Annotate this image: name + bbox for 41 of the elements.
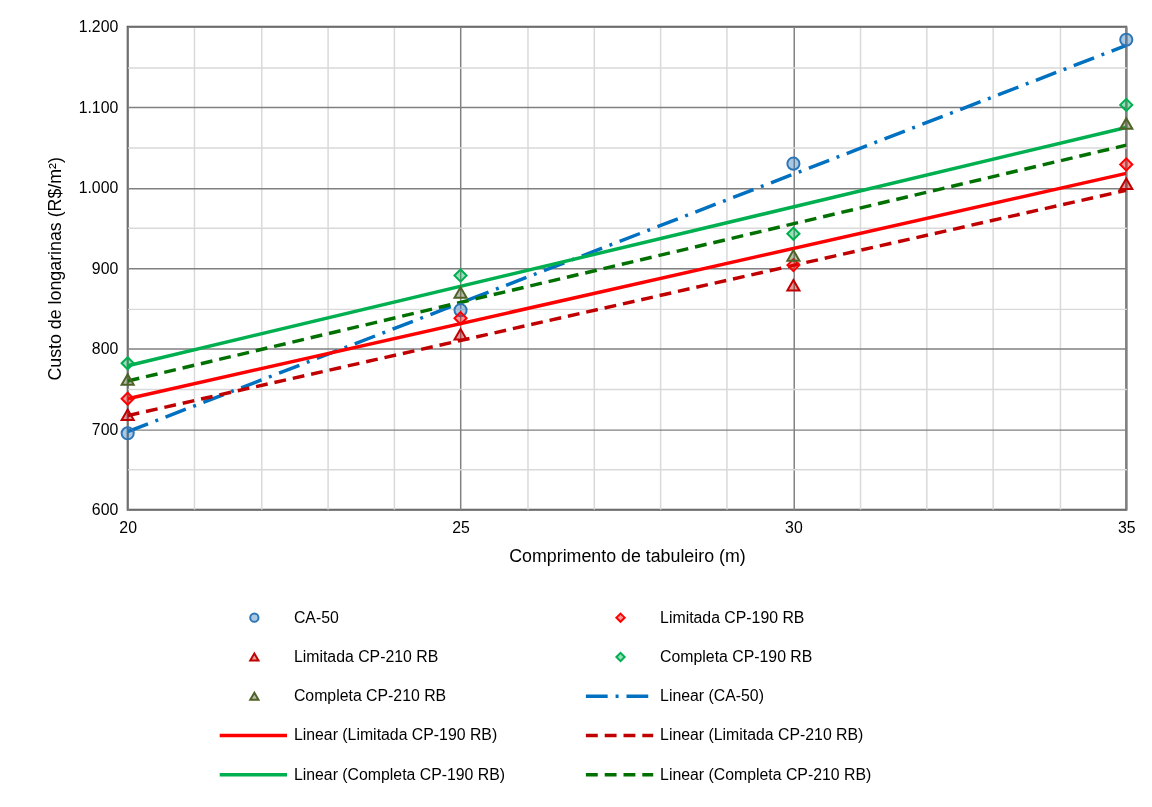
point — [1119, 32, 1134, 47]
point — [453, 268, 468, 283]
point — [786, 226, 801, 241]
legend-label: Linear (Limitada CP-210 RB) — [660, 726, 864, 744]
point — [1119, 117, 1134, 130]
y-tick-label: 900 — [91, 259, 119, 277]
point — [453, 328, 468, 341]
legend-label: Completa CP-210 RB — [293, 687, 447, 705]
point — [120, 391, 135, 406]
point — [120, 356, 135, 371]
point — [1119, 97, 1134, 112]
legend-label: Linear (Limitada CP-190 RB) — [293, 726, 498, 744]
x-tick-label: 25 — [452, 519, 471, 537]
x-tick-label: 20 — [119, 519, 138, 537]
point — [1119, 157, 1134, 172]
point — [786, 249, 801, 262]
y-axis-title: Custo de longarinas (R$/m²) — [44, 157, 65, 381]
y-tick-label: 600 — [91, 501, 119, 519]
legend-label: Linear (Completa CP-190 RB) — [293, 765, 506, 783]
y-tick-label: 800 — [91, 340, 119, 358]
point — [453, 286, 468, 299]
point — [1119, 177, 1134, 191]
x-axis-title: Comprimento de tabuleiro (m) — [509, 545, 746, 566]
y-tick-label: 1.200 — [78, 18, 119, 36]
point — [120, 408, 135, 422]
legend-label: CA-50 — [293, 608, 339, 626]
point — [786, 156, 801, 171]
x-tick-label: 30 — [785, 519, 803, 537]
legend-label: Completa CP-190 RB — [660, 647, 813, 665]
legend-label: Limitada CP-190 RB — [660, 608, 805, 626]
x-tick-label: 35 — [1117, 519, 1136, 537]
y-tick-label: 1.100 — [78, 98, 119, 116]
point — [453, 311, 468, 326]
point — [120, 426, 135, 441]
y-tick-label: 700 — [91, 420, 119, 438]
point — [786, 278, 801, 292]
point — [120, 373, 135, 386]
legend-label: Limitada CP-210 RB — [293, 647, 439, 665]
y-tick-label: 1.000 — [78, 179, 119, 197]
legend-label: Linear (Completa CP-210 RB) — [660, 765, 872, 783]
legend-label: Linear (CA-50) — [660, 687, 764, 705]
